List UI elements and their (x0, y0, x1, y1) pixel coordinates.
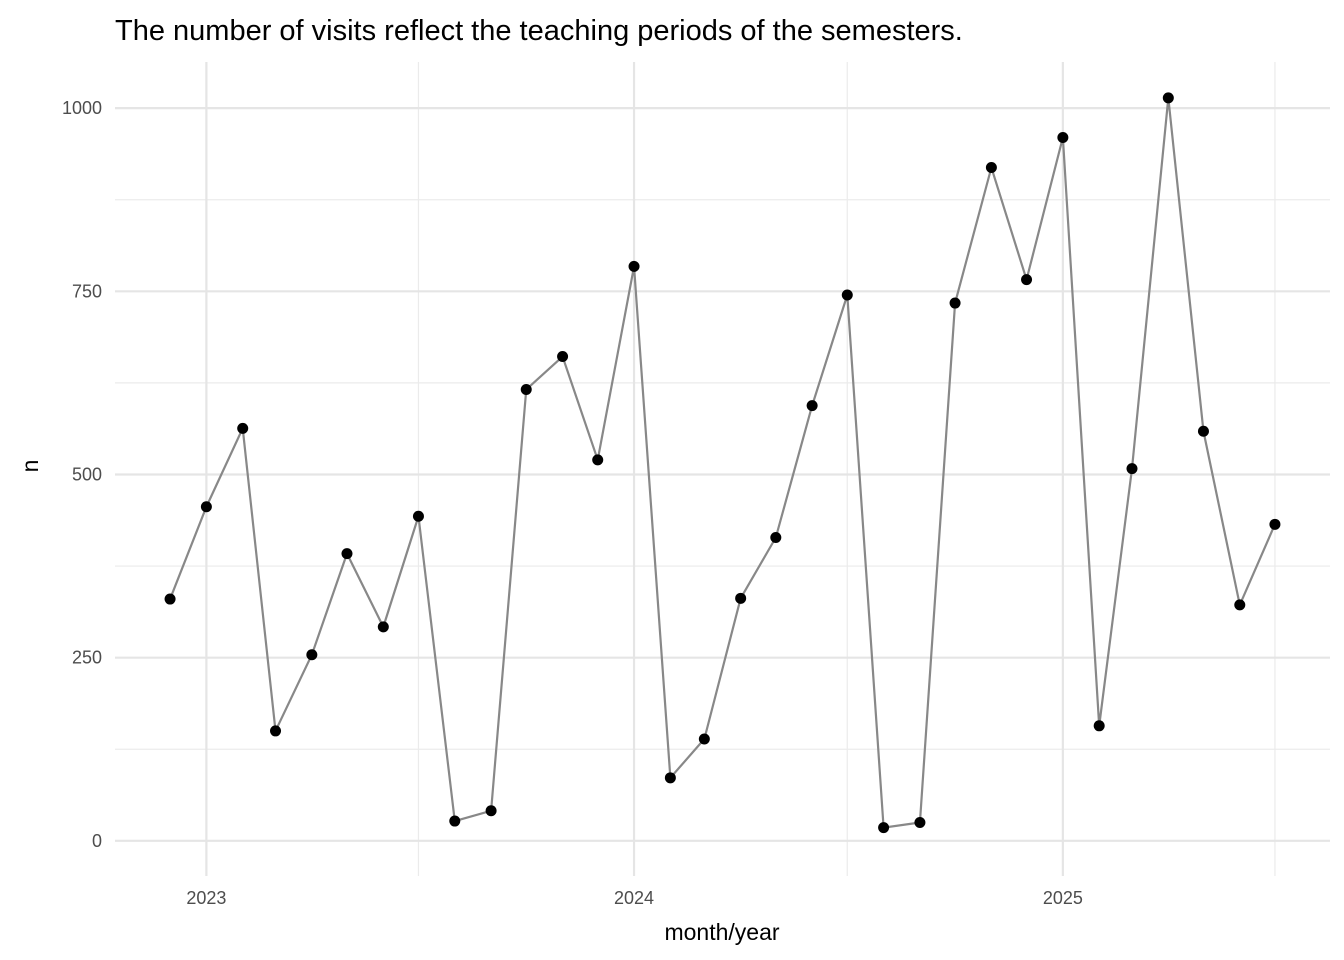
y-tick-label: 1000 (62, 98, 102, 118)
data-point (592, 454, 604, 466)
data-point (985, 162, 997, 174)
data-point (412, 510, 424, 522)
data-point (698, 733, 710, 745)
data-point (237, 422, 249, 434)
data-point (628, 260, 640, 272)
series-visits (164, 92, 1281, 834)
data-point (164, 593, 176, 605)
x-tick-label: 2025 (1043, 888, 1083, 908)
data-point (1057, 131, 1069, 143)
data-point (1197, 425, 1209, 437)
data-point (949, 297, 961, 309)
data-point (878, 822, 890, 834)
data-point (485, 805, 497, 817)
data-point (449, 815, 461, 827)
data-point (841, 289, 853, 301)
data-point (664, 772, 676, 784)
data-point (1126, 463, 1138, 475)
chart-title: The number of visits reflect the teachin… (115, 15, 963, 47)
gridlines (115, 62, 1330, 876)
data-point (270, 725, 282, 737)
data-point (306, 649, 318, 661)
y-tick-label: 0 (92, 831, 102, 851)
x-axis: 2023 2024 2025 (186, 888, 1083, 908)
y-tick-label: 750 (72, 281, 102, 301)
series-line (169, 97, 1276, 829)
y-axis: 0 250 500 750 1000 (62, 98, 102, 851)
x-axis-label: month/year (664, 919, 779, 945)
y-tick-label: 250 (72, 648, 102, 668)
x-tick-label: 2024 (614, 888, 654, 908)
data-point (1269, 518, 1281, 530)
x-tick-label: 2023 (186, 888, 226, 908)
data-point (1234, 599, 1246, 611)
data-point (770, 532, 782, 544)
data-point (557, 351, 569, 363)
data-point (1162, 92, 1174, 104)
y-tick-label: 500 (72, 464, 102, 484)
data-point (735, 592, 747, 604)
data-point (806, 400, 818, 412)
y-axis-label: n (17, 460, 43, 473)
data-point (1021, 274, 1033, 286)
data-point (377, 621, 389, 633)
data-point (341, 548, 353, 560)
data-point (520, 384, 532, 396)
data-point (200, 501, 212, 513)
data-point (1093, 720, 1105, 732)
data-point (914, 817, 926, 829)
